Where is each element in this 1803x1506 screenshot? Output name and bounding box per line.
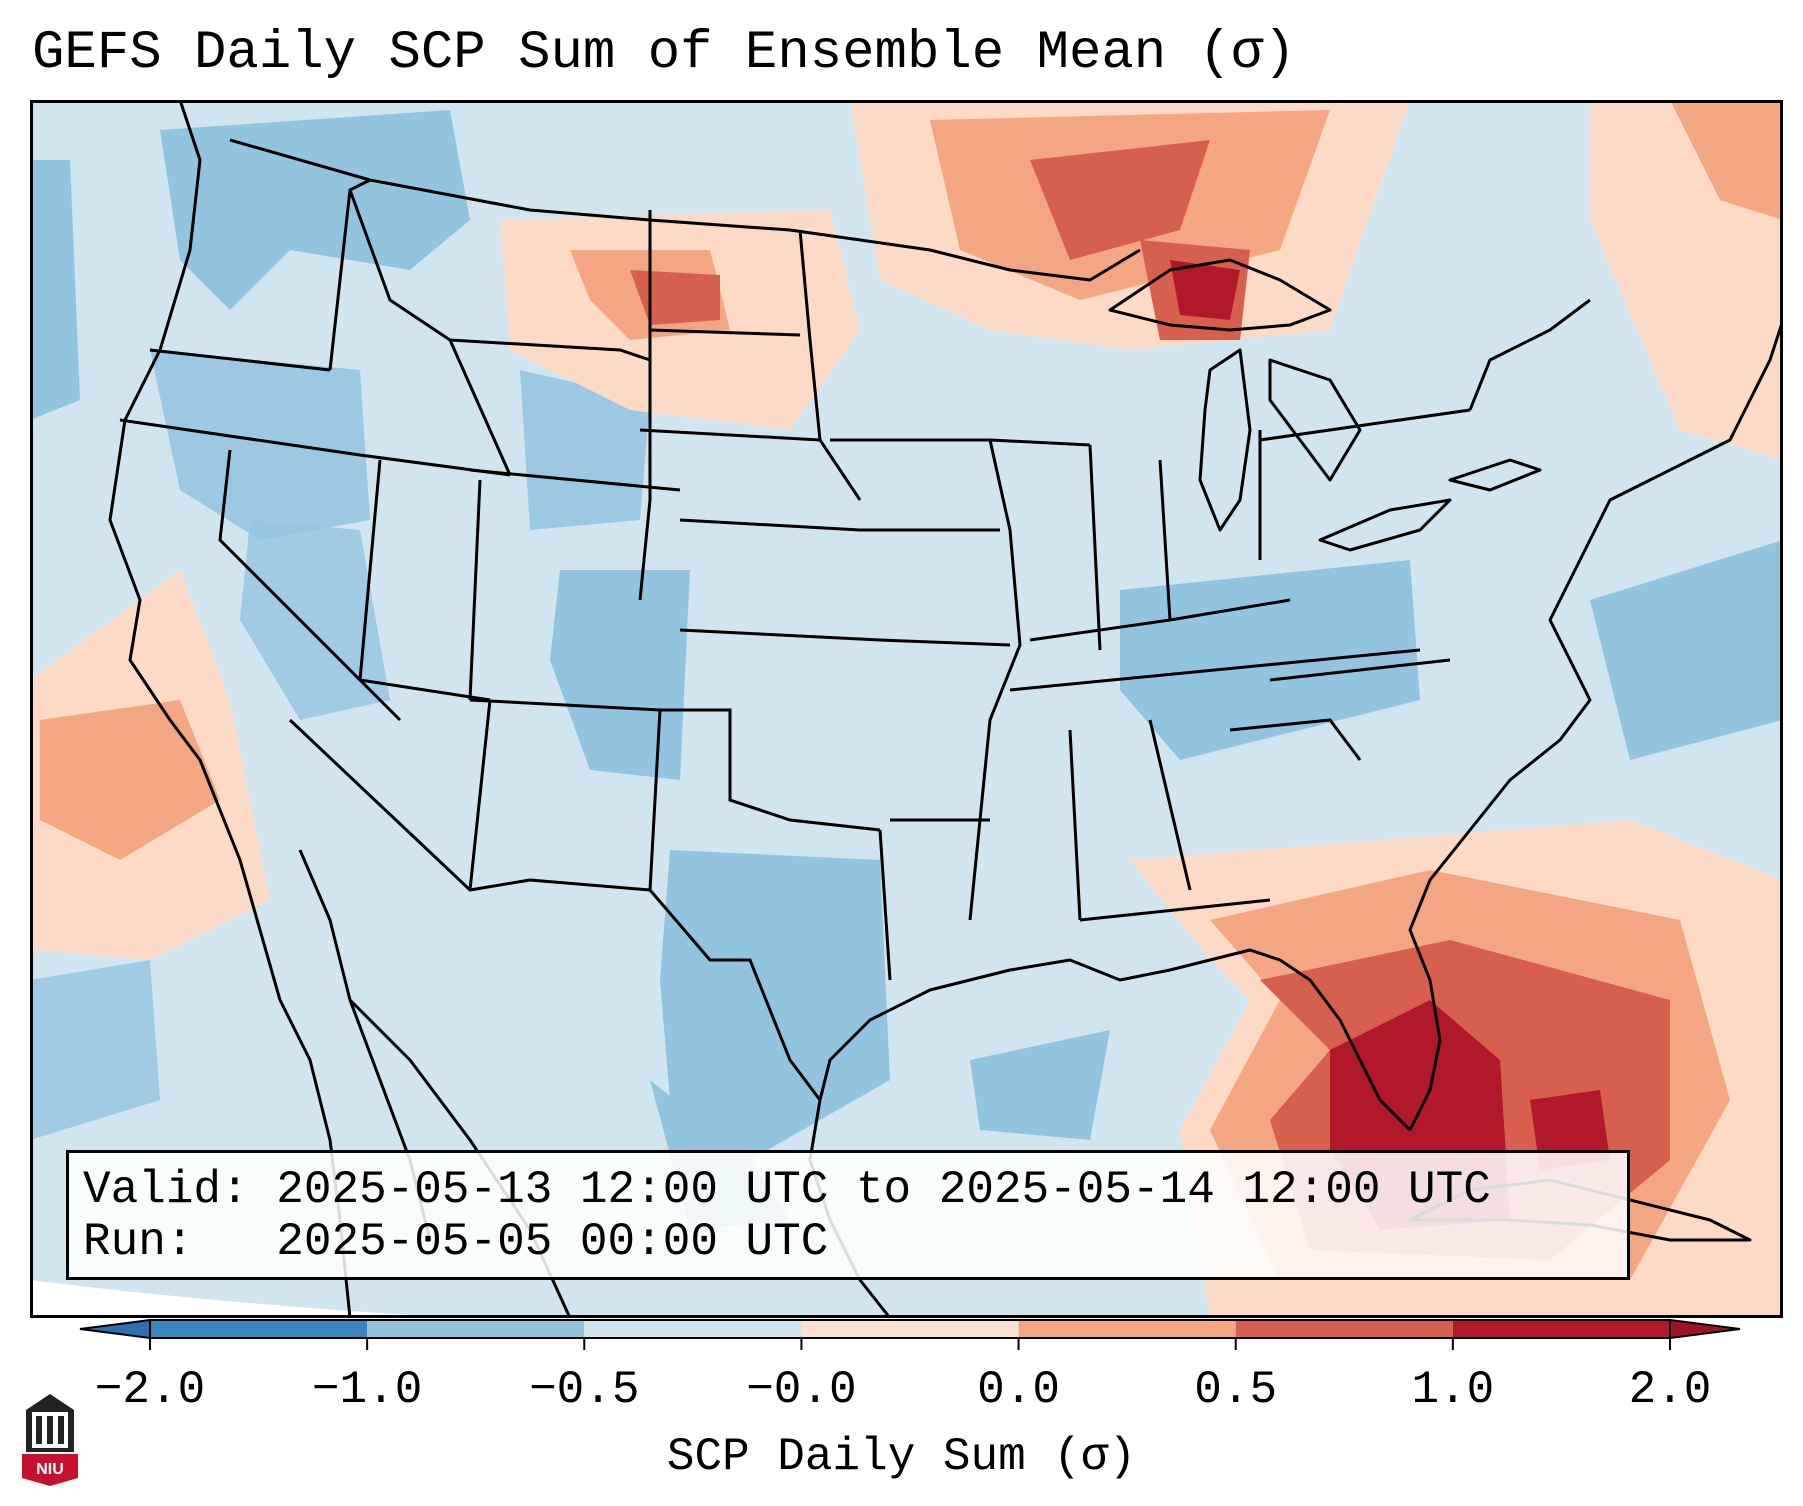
- border-mt-wy: [449, 338, 651, 362]
- border-in-oh: [1158, 459, 1172, 621]
- border-nm-tx: [648, 709, 662, 891]
- neg-patch-oregon: [150, 350, 370, 540]
- colorbar-frame: [149, 1319, 1671, 1339]
- border-az-mexico: [288, 718, 531, 892]
- border-id-east: [348, 189, 512, 476]
- run-time: 2025-05-05 00:00 UTC: [276, 1216, 829, 1268]
- border-wi-il: [989, 438, 1091, 447]
- valid-line: Valid: 2025-05-13 12:00 UTC to 2025-05-1…: [83, 1163, 1491, 1217]
- pos-patch-pacific-mid: [40, 700, 220, 860]
- valid-range: 2025-05-13 12:00 UTC to 2025-05-14 12:00…: [276, 1164, 1491, 1216]
- border-nm-mexico: [529, 878, 651, 892]
- logo-text: NIU: [36, 1461, 64, 1478]
- border-wy-co: [469, 468, 681, 492]
- border-sd-ne: [639, 428, 821, 442]
- border-va-nc: [1269, 658, 1451, 682]
- neg-patch-gulf: [970, 1030, 1110, 1140]
- colorbar-bin: [801, 1320, 1019, 1338]
- pos-patch-superior-max: [1170, 260, 1240, 320]
- border-az-nm: [468, 699, 492, 891]
- pos-patch-northeast-mid: [1670, 100, 1783, 220]
- lake-superior: [1108, 258, 1332, 332]
- lake-ontario: [1448, 458, 1542, 492]
- border-nv-ut: [358, 459, 382, 681]
- coastline-gulf: [818, 948, 1412, 1132]
- border-ok-tx: [660, 708, 881, 832]
- colorbar-tick-label: 0.0: [977, 1364, 1060, 1416]
- border-ne-ks: [679, 518, 861, 532]
- colorbar-extend-high: [1669, 1318, 1741, 1340]
- border-or-ca-nv: [119, 418, 511, 477]
- border-ky: [1029, 598, 1291, 642]
- neg-patch-texas: [660, 850, 890, 1160]
- border-ut-az: [359, 678, 491, 702]
- page-title: GEFS Daily SCP Sum of Ensemble Mean (σ): [32, 23, 1296, 84]
- colorbar-tick-label: 2.0: [1629, 1364, 1712, 1416]
- pos-patch-ontario-core: [1030, 140, 1210, 260]
- colorbar-bin: [1018, 1320, 1236, 1338]
- border-ms-al: [1068, 729, 1082, 921]
- colorbar-label: SCP Daily Sum (σ): [666, 1431, 1137, 1483]
- border-tn: [1009, 648, 1421, 692]
- border-ks-ok: [679, 628, 881, 642]
- border-tx-la: [878, 829, 892, 981]
- border-il-in: [1088, 444, 1102, 651]
- neg-patch-colorado: [550, 570, 690, 780]
- border-pa-ny: [1259, 408, 1471, 442]
- colorbar-bin: [150, 1320, 368, 1338]
- border-wa-or: [149, 348, 331, 372]
- neg-patch-westcoast: [30, 160, 80, 420]
- state-borders: [119, 178, 1591, 1101]
- colorbar-tick-label: 0.5: [1194, 1364, 1277, 1416]
- border-nc-sc: [1229, 718, 1362, 761]
- valid-run-info-box: Valid: 2025-05-13 12:00 UTC to 2025-05-1…: [66, 1150, 1630, 1280]
- colorbar-extend-low: [79, 1318, 151, 1340]
- colorbar: −2.0 −1.0 −0.5 −0.0 0.0 0.5 1.0 2.0: [79, 1318, 1741, 1416]
- border-tx-mexico: [648, 889, 822, 1101]
- projection-edge: [30, 1280, 460, 1318]
- map-panel: [30, 100, 1783, 1318]
- border-al-ga: [1148, 719, 1192, 891]
- neg-patch-pacific: [30, 960, 160, 1140]
- neg-patch-nevada: [240, 520, 390, 720]
- border-nd-sd: [649, 328, 801, 337]
- border-ga-fl: [1079, 898, 1271, 922]
- lake-erie: [1318, 498, 1452, 552]
- colorbar-bin: [584, 1320, 802, 1338]
- border-ca-nv: [218, 449, 402, 722]
- border-ut-co: [468, 479, 482, 701]
- colorbar-tick-label: 1.0: [1411, 1364, 1494, 1416]
- pos-patch-canada-core: [630, 270, 720, 325]
- colorbar-tick-label: −0.5: [529, 1364, 639, 1416]
- border-co-nm: [469, 698, 661, 712]
- neg-patch-atlantic: [1590, 540, 1783, 760]
- run-label: Run:: [83, 1216, 194, 1268]
- colorbar-tick-label: −1.0: [312, 1364, 422, 1416]
- neg-patch-wyoming: [520, 370, 650, 530]
- border-ny-ne: [1468, 298, 1591, 411]
- lake-huron: [1268, 358, 1362, 482]
- colorbar-bin: [367, 1320, 585, 1338]
- valid-label: Valid:: [83, 1164, 249, 1216]
- colorbar-bin: [1235, 1320, 1453, 1338]
- border-mn: [798, 229, 862, 501]
- map-frame: [30, 100, 1783, 1318]
- neg-patch-northwest: [160, 110, 470, 310]
- colorbar-tick-label: −0.0: [746, 1364, 856, 1416]
- colorbar-bin: [1452, 1320, 1670, 1338]
- border-mo-ar: [879, 638, 1011, 647]
- border-canada-us: [229, 138, 1141, 282]
- lake-michigan: [1198, 348, 1252, 532]
- coastline-west: [108, 100, 352, 1318]
- coastline-east: [1408, 319, 1783, 1131]
- neg-patch-ohio: [1120, 560, 1420, 760]
- border-mississippi: [968, 439, 1022, 921]
- border-dakotas: [638, 210, 652, 601]
- colorbar-tick-label: −2.0: [95, 1364, 205, 1416]
- run-line: Run: 2025-05-05 00:00 UTC: [83, 1215, 828, 1269]
- niu-logo: NIU: [22, 1394, 78, 1486]
